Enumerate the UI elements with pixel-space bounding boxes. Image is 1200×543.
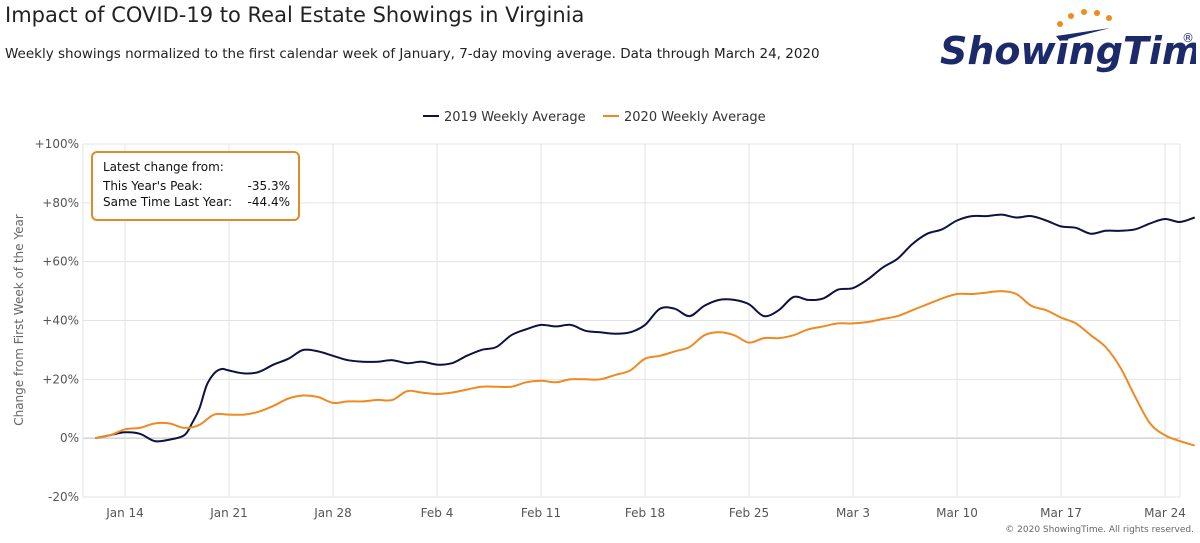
y-axis-label: Change from First Week of the Year bbox=[12, 214, 26, 426]
callout-last-year-value: -44.4% bbox=[247, 195, 290, 209]
gridlines bbox=[82, 143, 1181, 498]
callout-row-last-year: Same Time Last Year: -44.4% bbox=[103, 194, 290, 210]
y-tick-label: -20% bbox=[48, 490, 79, 504]
x-tick-label: Jan 21 bbox=[209, 506, 248, 520]
y-tick-label: +40% bbox=[42, 314, 79, 328]
series-line-2020 bbox=[95, 290, 1195, 447]
x-tick-label: Mar 17 bbox=[1040, 506, 1082, 520]
y-tick-label: +80% bbox=[42, 196, 79, 210]
logo-dots-icon bbox=[1057, 9, 1112, 27]
legend-item-label[interactable]: 2019 Weekly Average bbox=[444, 110, 586, 125]
latest-change-callout: Latest change from: This Year's Peak: -3… bbox=[91, 151, 300, 221]
callout-row-peak: This Year's Peak: -35.3% bbox=[103, 178, 290, 194]
x-tick-label: Feb 4 bbox=[421, 506, 454, 520]
y-tick-label: +100% bbox=[35, 137, 79, 151]
x-tick-label: Feb 11 bbox=[521, 506, 561, 520]
y-tick-label: 0% bbox=[60, 431, 79, 445]
callout-peak-value: -35.3% bbox=[247, 179, 290, 193]
y-axis-ticks: +100% +80% +60% +40% +20% 0% -20% bbox=[35, 137, 79, 504]
x-tick-label: Mar 3 bbox=[836, 506, 870, 520]
chart-title: Impact of COVID-19 to Real Estate Showin… bbox=[5, 3, 585, 27]
x-axis-ticks: Jan 14 Jan 21 Jan 28 Feb 4 Feb 11 Feb 18 Feb 2… bbox=[105, 506, 1186, 520]
x-tick-label: Jan 14 bbox=[105, 506, 144, 520]
series-lines bbox=[95, 213, 1196, 447]
logo-swoosh-icon bbox=[1056, 28, 1110, 41]
x-tick-label: Feb 25 bbox=[729, 506, 769, 520]
logo-registered-mark: ® bbox=[1182, 31, 1194, 45]
copyright-notice: © 2020 ShowingTime. All rights reserved. bbox=[1005, 525, 1194, 535]
x-tick-label: Mar 24 bbox=[1144, 506, 1186, 520]
legend-item-label[interactable]: 2020 Weekly Average bbox=[624, 110, 766, 125]
y-tick-label: +60% bbox=[42, 255, 79, 269]
legend: 2019 Weekly Average 2020 Weekly Average bbox=[423, 110, 766, 125]
x-tick-label: Mar 10 bbox=[936, 506, 978, 520]
series-line-2019 bbox=[95, 213, 1196, 443]
chart-subtitle: Weekly showings normalized to the first … bbox=[5, 46, 820, 62]
x-tick-label: Feb 18 bbox=[625, 506, 665, 520]
callout-last-year-label: Same Time Last Year: bbox=[103, 195, 233, 209]
y-tick-label: +20% bbox=[42, 372, 79, 386]
showingtime-logo: ShowingTime ® bbox=[940, 9, 1196, 73]
callout-header: Latest change from: bbox=[103, 160, 224, 174]
logo-text: ShowingTime bbox=[940, 29, 1196, 73]
x-tick-label: Jan 28 bbox=[313, 506, 352, 520]
callout-peak-label: This Year's Peak: bbox=[103, 179, 203, 193]
